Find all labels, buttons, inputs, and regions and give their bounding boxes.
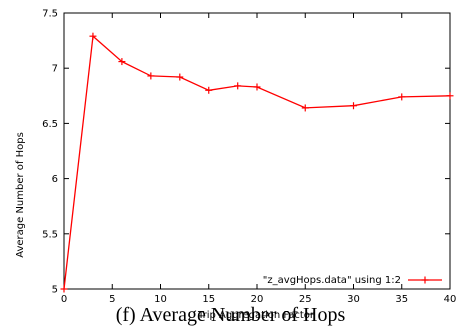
data-point-marker — [398, 93, 406, 101]
plot-frame — [63, 12, 451, 290]
x-tick-label: 30 — [347, 294, 360, 305]
series-line — [63, 34, 451, 290]
y-tick-label: 6.5 — [42, 119, 58, 130]
y-tick-label: 7 — [52, 64, 58, 75]
data-point-marker — [60, 285, 68, 293]
x-tick-label: 10 — [154, 294, 167, 305]
x-tick-label: 5 — [109, 294, 115, 305]
x-tick-label: 15 — [202, 294, 215, 305]
y-tick-label: 6 — [52, 174, 58, 185]
figure-caption: (f) Average Number of Hops — [115, 304, 346, 326]
data-point-marker — [446, 92, 454, 100]
legend: "z_avgHops.data" using 1:2 — [263, 275, 442, 286]
data-point-marker — [253, 83, 261, 91]
legend-entry-label: "z_avgHops.data" using 1:2 — [263, 275, 401, 286]
y-tick-label: 7.5 — [42, 9, 58, 20]
y-tick-label: 5 — [52, 285, 58, 296]
x-tick-label: 25 — [299, 294, 312, 305]
y-axis-label: Average Number of Hops — [15, 132, 26, 258]
data-point-marker — [176, 73, 184, 81]
x-tick-label: 20 — [251, 294, 264, 305]
x-tick-label: 40 — [444, 294, 457, 305]
data-point-marker — [205, 86, 213, 94]
x-axis-label: Trip Aggregation Factor — [197, 310, 315, 321]
data-point-marker — [301, 104, 309, 112]
y-tick-label: 5.5 — [42, 229, 58, 240]
data-point-marker — [350, 102, 357, 110]
data-point-marker — [118, 58, 126, 66]
data-point-marker — [234, 82, 242, 90]
series-group — [60, 32, 454, 293]
x-tick-label: 0 — [61, 294, 67, 305]
x-tick-label: 35 — [395, 294, 408, 305]
data-point-marker — [147, 72, 155, 80]
plot-frame-group — [63, 12, 451, 290]
data-point-marker — [89, 32, 97, 40]
